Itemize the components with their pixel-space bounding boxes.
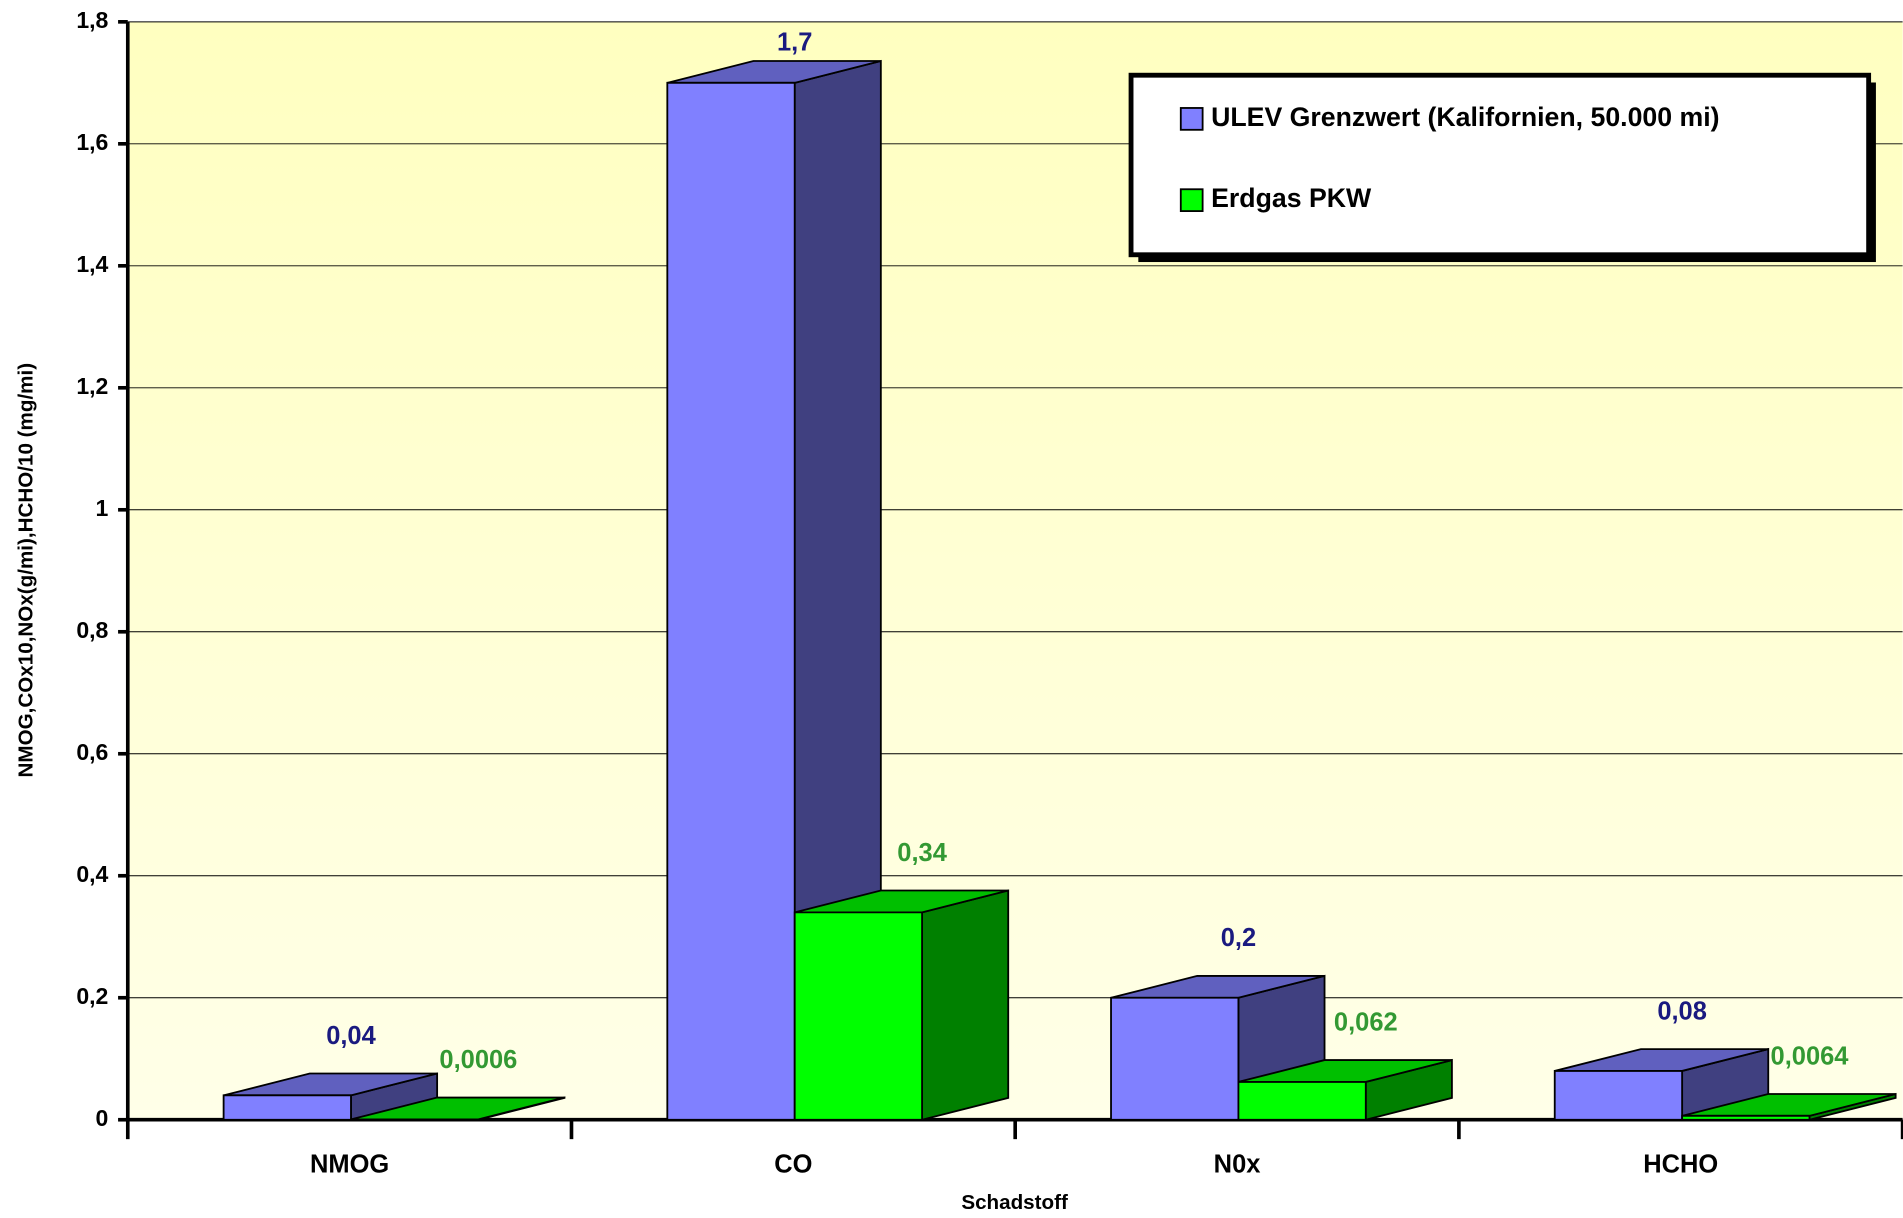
bar: [1681, 1092, 1897, 1121]
bar: [1237, 1058, 1453, 1121]
value-label: 0,062: [1334, 1008, 1398, 1036]
bar-face: [1681, 1114, 1811, 1121]
value-label: 0,0006: [439, 1046, 517, 1074]
legend-label: ULEV Grenzwert (Kalifornien, 50.000 mi): [1211, 102, 1719, 132]
value-label: 0,34: [897, 839, 947, 867]
legend-swatch: [1179, 107, 1204, 131]
x-tick-label: HCHO: [1643, 1151, 1718, 1179]
legend-swatch: [1179, 188, 1204, 212]
bar-face: [1237, 1081, 1367, 1121]
legend-label: Erdgas PKW: [1211, 183, 1372, 213]
value-label: 0,08: [1657, 997, 1707, 1025]
x-tick-label: N0x: [1214, 1151, 1261, 1179]
x-tick-label: NMOG: [310, 1151, 389, 1179]
value-label: 0,2: [1221, 924, 1256, 952]
x-tick-label: CO: [774, 1151, 812, 1179]
bar-face: [1553, 1070, 1684, 1121]
legend: [1128, 72, 1872, 258]
bar: [793, 889, 1010, 1121]
bar: [350, 1096, 566, 1121]
y-tick-label: 0: [96, 1105, 109, 1131]
bar: [222, 1072, 439, 1121]
y-tick-label: 0,6: [76, 739, 108, 765]
bar-face: [793, 911, 923, 1121]
y-tick-label: 1,6: [76, 129, 108, 155]
bar-face: [666, 81, 796, 1121]
bar-face: [222, 1094, 352, 1121]
x-axis-title: Schadstoff: [961, 1191, 1068, 1214]
value-label: 1,7: [777, 28, 812, 56]
bar-face: [921, 889, 1010, 1121]
y-tick-label: 0,8: [76, 617, 108, 643]
value-label: 0,04: [326, 1022, 376, 1050]
y-tick-label: 0,4: [76, 861, 108, 887]
value-label: 0,0064: [1771, 1042, 1850, 1070]
y-tick-label: 1,2: [76, 373, 108, 399]
bar-face: [1110, 996, 1240, 1121]
y-tick-label: 1,8: [76, 7, 108, 33]
y-tick-label: 1: [96, 495, 109, 521]
bar: [666, 59, 882, 1121]
y-axis-title: NMOG,COx10,NOx(g/mi),HCHO/10 (mg/mi): [15, 363, 38, 778]
y-tick-label: 0,2: [76, 983, 108, 1009]
y-tick-label: 1,4: [76, 251, 108, 277]
